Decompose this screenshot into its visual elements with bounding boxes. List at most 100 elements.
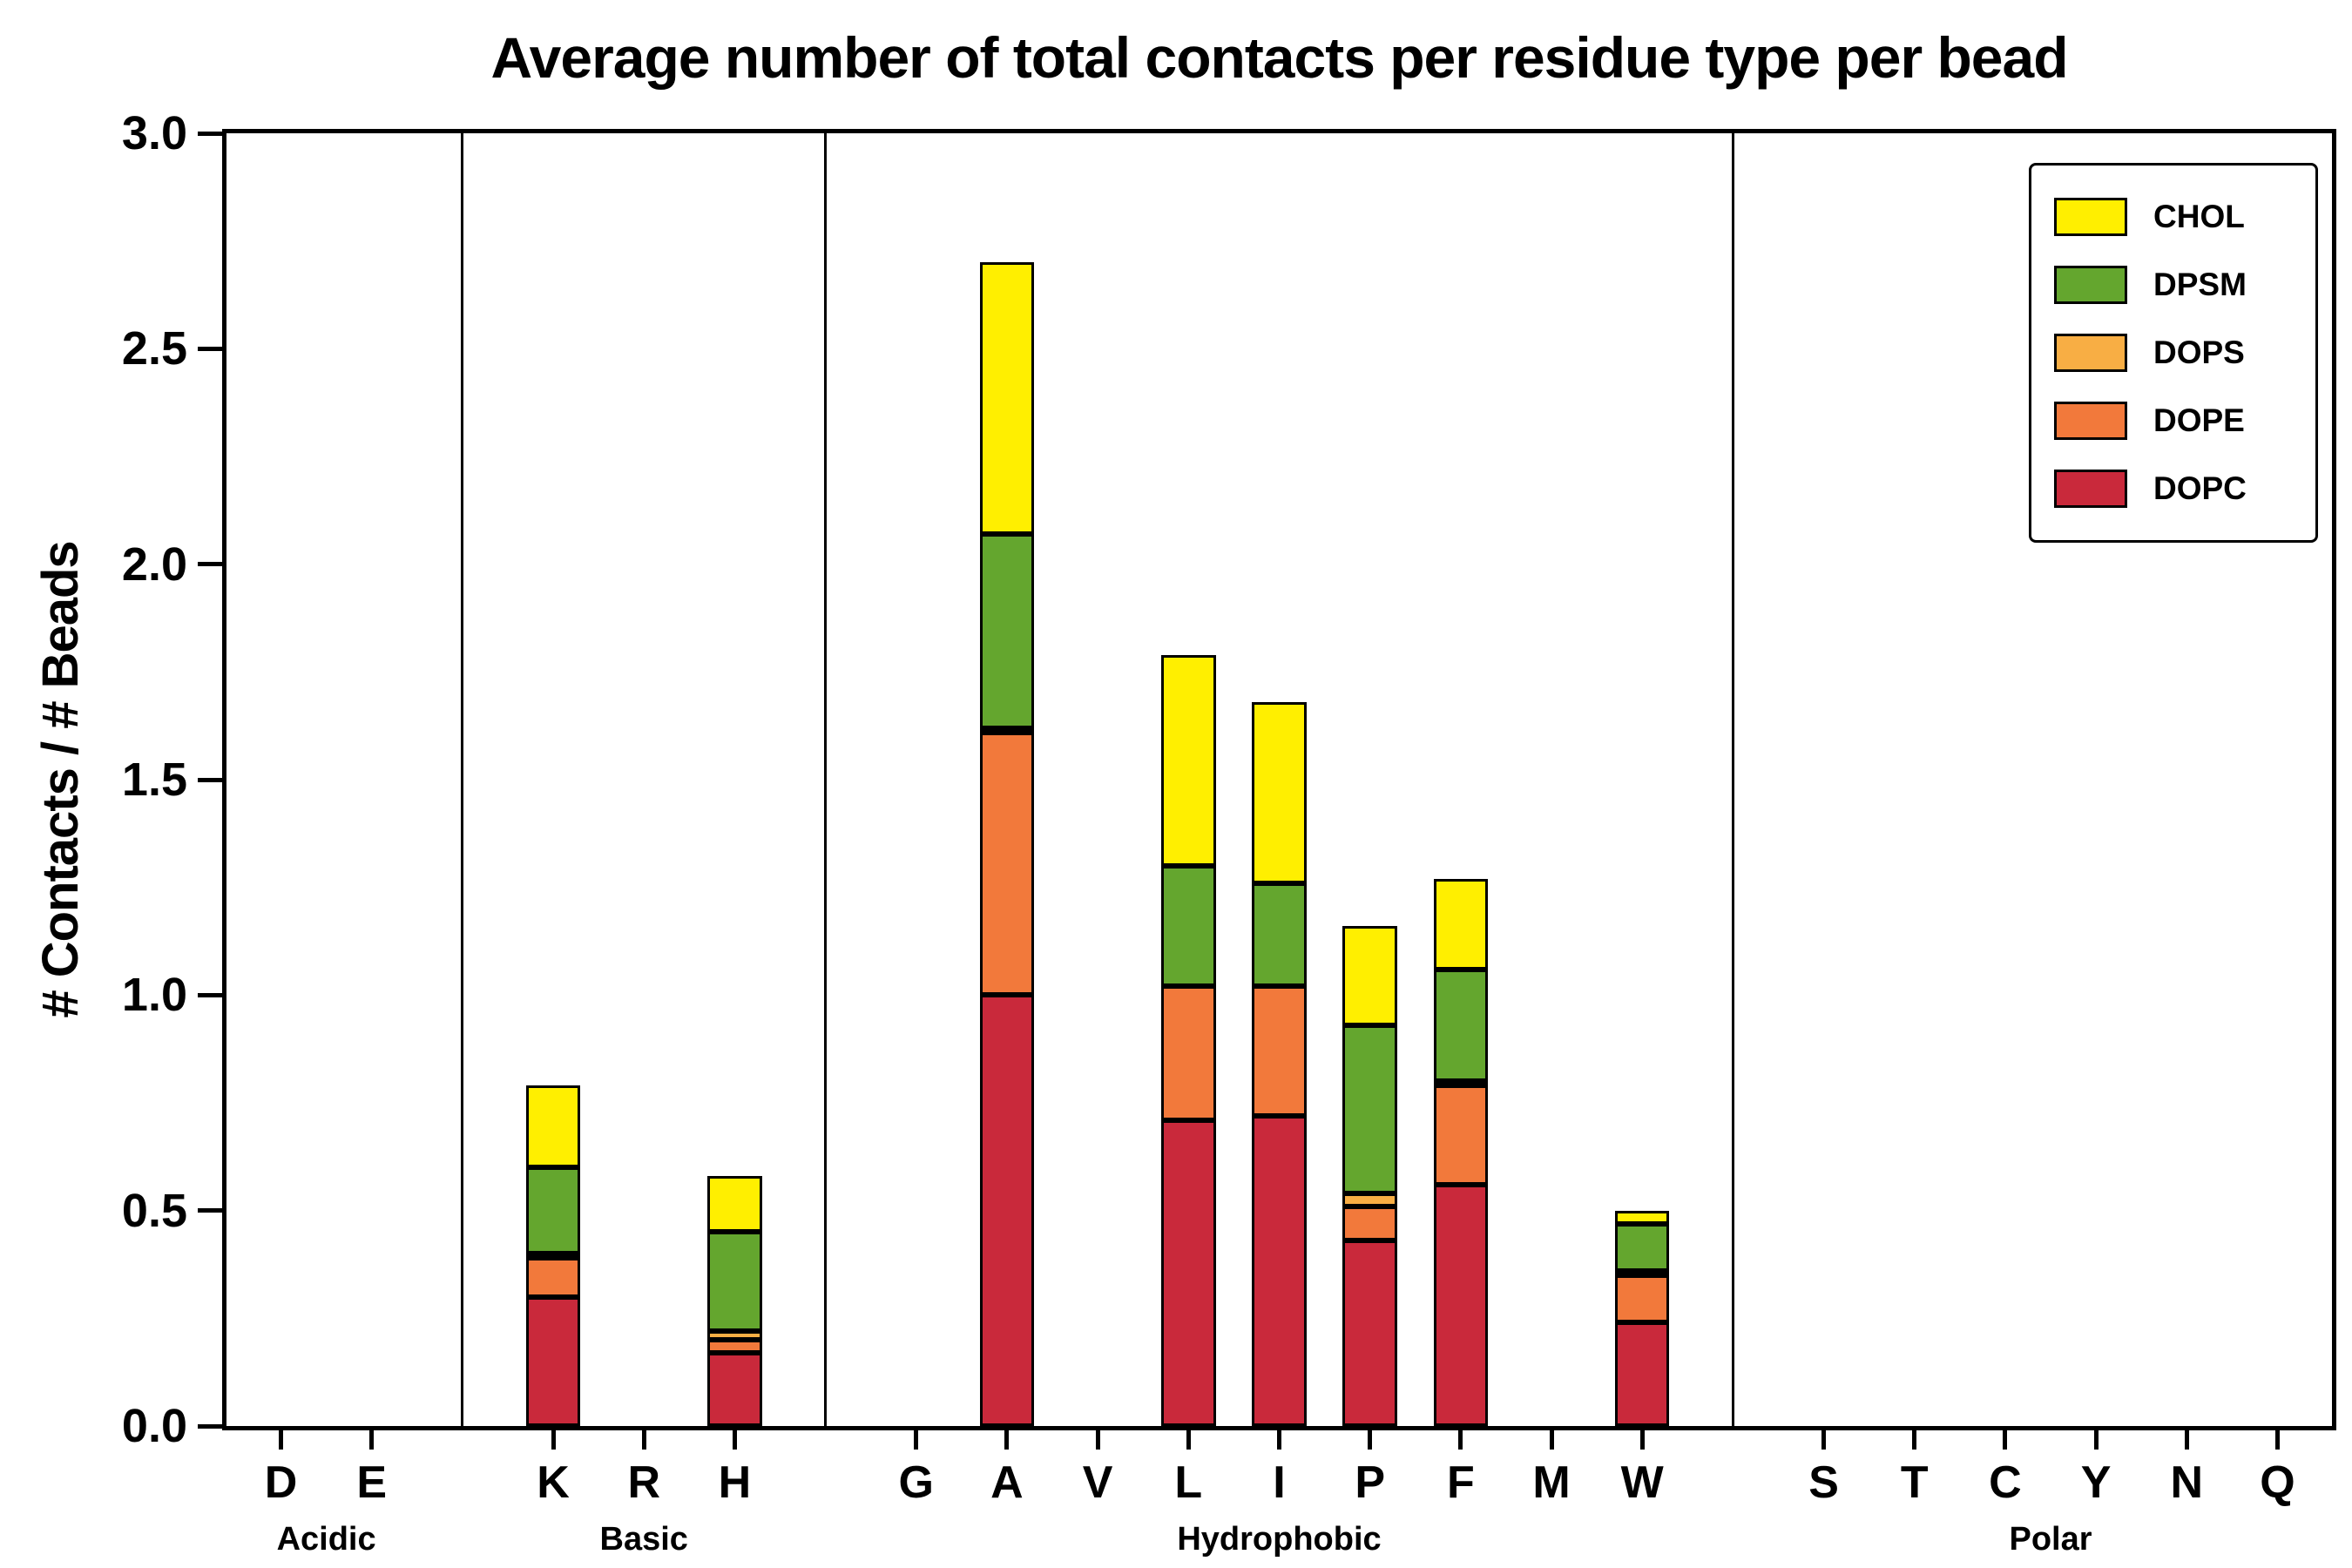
bar-segment-F-CHOL — [1433, 878, 1489, 970]
bar-segment-A-DPSM — [979, 534, 1035, 728]
x-category-label-L: L — [1174, 1457, 1203, 1508]
bar-segment-H-DOPE — [707, 1340, 762, 1353]
bar-segment-A-DOPC — [979, 995, 1035, 1426]
bar-segment-H-DPSM — [707, 1232, 762, 1332]
legend-swatch-dpsm — [2054, 266, 2127, 304]
group-divider — [824, 133, 828, 1426]
x-category-label-H: H — [718, 1457, 752, 1508]
bar-segment-F-DOPS — [1433, 1080, 1489, 1086]
legend-row-chol: CHOL — [2054, 183, 2293, 251]
x-tick — [641, 1430, 646, 1450]
bar-segment-L-CHOL — [1161, 654, 1216, 866]
y-axis-label: # Contacts / # Beads — [32, 541, 89, 1018]
bar-segment-L-DPSM — [1161, 865, 1216, 987]
bar-segment-W-DOPE — [1614, 1274, 1670, 1323]
legend-label-dops: DOPS — [2153, 335, 2245, 370]
bar-segment-F-DOPC — [1433, 1185, 1489, 1426]
legend-row-dops: DOPS — [2054, 319, 2293, 387]
x-category-label-M: M — [1532, 1457, 1571, 1508]
bar-segment-L-DOPE — [1161, 986, 1216, 1120]
x-tick — [551, 1430, 556, 1450]
x-category-label-Q: Q — [2260, 1457, 2295, 1508]
group-divider — [1731, 133, 1734, 1426]
x-category-label-K: K — [537, 1457, 570, 1508]
bar-segment-H-CHOL — [707, 1176, 762, 1233]
x-category-label-I: I — [1273, 1457, 1286, 1508]
x-category-label-E: E — [356, 1457, 388, 1508]
bar-segment-K-DOPC — [525, 1296, 581, 1426]
bar-segment-K-DOPE — [525, 1258, 581, 1297]
bar-segment-P-CHOL — [1342, 926, 1397, 1025]
x-tick — [2003, 1430, 2008, 1450]
x-tick — [2274, 1430, 2280, 1450]
legend-label-dopc: DOPC — [2153, 470, 2247, 506]
bar-segment-P-DOPS — [1342, 1193, 1397, 1206]
y-tick-label: 3.0 — [121, 107, 187, 159]
bar-segment-W-DOPS — [1614, 1269, 1670, 1275]
bar-segment-W-DOPC — [1614, 1322, 1670, 1426]
x-category-label-F: F — [1446, 1457, 1475, 1508]
x-tick — [1004, 1430, 1010, 1450]
bar-segment-F-DPSM — [1433, 969, 1489, 1082]
y-tick-label: 0.5 — [121, 1184, 187, 1237]
group-label-basic: Basic — [599, 1521, 688, 1558]
x-tick — [732, 1430, 737, 1450]
y-tick — [198, 1423, 222, 1429]
y-tick — [198, 992, 222, 997]
x-tick — [1186, 1430, 1191, 1450]
bar-segment-K-CHOL — [525, 1085, 581, 1168]
bar-segment-I-CHOL — [1252, 701, 1307, 883]
y-tick — [198, 1208, 222, 1213]
group-divider — [461, 133, 464, 1426]
x-category-label-S: S — [1808, 1457, 1839, 1508]
legend: CHOL DPSM DOPS DOPE DOPC — [2029, 163, 2318, 543]
legend-swatch-dope — [2054, 402, 2127, 440]
legend-row-dopc: DOPC — [2054, 455, 2293, 523]
x-category-label-D: D — [264, 1457, 298, 1508]
bar-segment-L-DOPC — [1161, 1119, 1216, 1426]
bar-segment-K-DPSM — [525, 1167, 581, 1254]
legend-label-chol: CHOL — [2153, 199, 2245, 234]
y-tick-label: 2.5 — [121, 322, 187, 375]
bar-segment-P-DOPE — [1342, 1206, 1397, 1241]
x-tick — [1912, 1430, 1917, 1450]
group-label-hydrophobic: Hydrophobic — [1177, 1521, 1382, 1558]
bar-segment-F-DOPE — [1433, 1085, 1489, 1185]
x-category-label-P: P — [1355, 1457, 1386, 1508]
legend-label-dope: DOPE — [2153, 402, 2245, 438]
x-category-label-T: T — [1900, 1457, 1929, 1508]
bar-segment-I-DOPE — [1252, 986, 1307, 1116]
chart-title: Average number of total contacts per res… — [490, 25, 2068, 90]
x-category-label-Y: Y — [2080, 1457, 2112, 1508]
bar-segment-I-DOPC — [1252, 1115, 1307, 1426]
x-tick — [914, 1430, 919, 1450]
bar-segment-A-DOPS — [979, 727, 1035, 733]
bar-segment-P-DOPC — [1342, 1240, 1397, 1426]
legend-swatch-dopc — [2054, 470, 2127, 508]
x-category-label-A: A — [990, 1457, 1024, 1508]
x-category-label-C: C — [1989, 1457, 2022, 1508]
x-category-label-W: W — [1620, 1457, 1664, 1508]
x-tick — [2093, 1430, 2099, 1450]
y-tick — [198, 131, 222, 136]
bar-segment-H-DOPC — [707, 1352, 762, 1426]
legend-label-dpsm: DPSM — [2153, 267, 2247, 302]
bar-segment-W-CHOL — [1614, 1210, 1670, 1224]
y-tick — [198, 562, 222, 567]
x-category-label-N: N — [2170, 1457, 2204, 1508]
x-tick — [1095, 1430, 1100, 1450]
bar-segment-W-DPSM — [1614, 1223, 1670, 1271]
x-tick — [279, 1430, 283, 1450]
y-tick — [198, 346, 222, 351]
x-tick — [1549, 1430, 1554, 1450]
y-tick-label: 0.0 — [121, 1400, 187, 1452]
x-tick — [1368, 1430, 1373, 1450]
legend-row-dope: DOPE — [2054, 387, 2293, 455]
x-category-label-V: V — [1082, 1457, 1113, 1508]
x-tick — [2184, 1430, 2189, 1450]
bar-segment-A-DOPE — [979, 732, 1035, 996]
group-label-polar: Polar — [2009, 1521, 2092, 1558]
legend-row-dpsm: DPSM — [2054, 251, 2293, 319]
bar-segment-I-DPSM — [1252, 882, 1307, 987]
y-tick — [198, 777, 222, 782]
